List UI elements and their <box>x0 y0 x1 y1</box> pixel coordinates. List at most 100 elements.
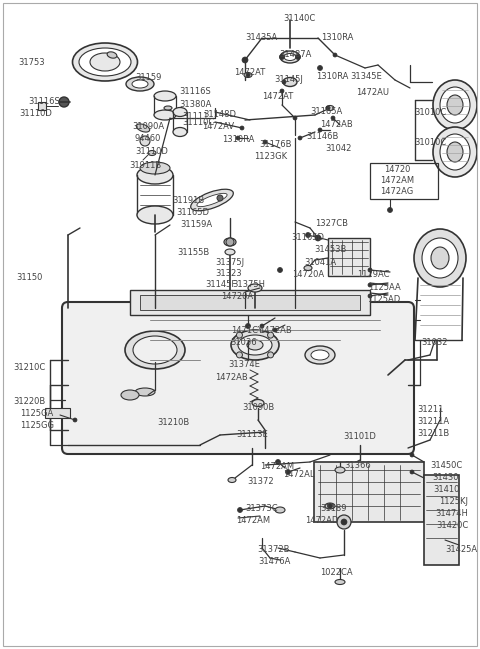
Circle shape <box>326 106 330 110</box>
Text: 31453B: 31453B <box>314 245 346 254</box>
Circle shape <box>282 80 286 84</box>
Text: 14720A: 14720A <box>221 292 253 301</box>
Text: 1472AM: 1472AM <box>260 462 294 471</box>
Ellipse shape <box>164 106 172 110</box>
Text: 31159: 31159 <box>135 73 161 82</box>
Text: 1472AB: 1472AB <box>259 326 291 335</box>
Ellipse shape <box>284 53 296 60</box>
Ellipse shape <box>191 190 233 211</box>
Circle shape <box>280 89 284 93</box>
Circle shape <box>273 328 277 332</box>
Text: 31101D: 31101D <box>344 432 376 441</box>
Ellipse shape <box>283 77 297 86</box>
Text: 94460: 94460 <box>135 134 161 143</box>
Circle shape <box>337 515 351 529</box>
Ellipse shape <box>137 206 173 224</box>
Text: 31010C: 31010C <box>414 138 446 147</box>
Circle shape <box>333 53 337 57</box>
Text: 31191B: 31191B <box>172 196 204 205</box>
Text: 31211B: 31211B <box>417 429 449 438</box>
Circle shape <box>217 195 223 201</box>
Ellipse shape <box>135 388 155 396</box>
Text: 31373C: 31373C <box>246 504 278 513</box>
Text: 31450C: 31450C <box>430 461 462 470</box>
Circle shape <box>318 128 322 132</box>
Ellipse shape <box>422 238 458 278</box>
Text: 1123GK: 1123GK <box>254 152 288 161</box>
Circle shape <box>279 55 285 60</box>
Text: 31323: 31323 <box>216 269 242 278</box>
Ellipse shape <box>275 507 285 513</box>
Circle shape <box>410 470 414 474</box>
Ellipse shape <box>136 124 150 132</box>
Ellipse shape <box>335 580 345 585</box>
Text: 31145F: 31145F <box>205 280 237 289</box>
Circle shape <box>368 268 372 272</box>
Ellipse shape <box>248 284 262 292</box>
Text: 14720A: 14720A <box>292 270 324 279</box>
Text: 1125GG: 1125GG <box>20 421 54 430</box>
Circle shape <box>236 136 240 140</box>
Ellipse shape <box>447 95 463 115</box>
Text: 1472AM: 1472AM <box>380 176 414 185</box>
Ellipse shape <box>126 77 154 91</box>
Circle shape <box>341 519 347 525</box>
Text: 31211A: 31211A <box>417 417 449 426</box>
Text: 31374E: 31374E <box>228 360 260 369</box>
Circle shape <box>246 73 250 77</box>
Ellipse shape <box>280 51 300 63</box>
Circle shape <box>315 235 321 241</box>
Text: 31090A: 31090A <box>132 122 164 131</box>
Text: 31146B: 31146B <box>306 132 338 141</box>
Circle shape <box>267 332 274 338</box>
Circle shape <box>140 136 150 146</box>
Text: 31165D: 31165D <box>291 233 324 242</box>
Text: 1472AM: 1472AM <box>236 516 270 525</box>
Text: 31165D: 31165D <box>177 208 209 217</box>
Text: 31145J: 31145J <box>275 75 303 84</box>
Text: 31430: 31430 <box>433 473 459 482</box>
Ellipse shape <box>133 336 177 364</box>
Ellipse shape <box>431 247 449 269</box>
Text: 1310RA: 1310RA <box>321 33 353 42</box>
Text: 31372: 31372 <box>248 477 274 486</box>
Ellipse shape <box>326 106 334 110</box>
Text: 1471CY: 1471CY <box>231 326 263 335</box>
Text: 1472AG: 1472AG <box>380 187 414 196</box>
Text: 31211: 31211 <box>417 405 443 414</box>
Text: 1472AD: 1472AD <box>305 516 339 525</box>
Text: 1472AB: 1472AB <box>215 373 247 382</box>
Ellipse shape <box>414 229 466 287</box>
Text: 31210B: 31210B <box>157 418 189 427</box>
Text: 31010C: 31010C <box>414 108 446 117</box>
Ellipse shape <box>197 193 227 206</box>
Text: 31113E: 31113E <box>236 430 268 439</box>
Text: 31176B: 31176B <box>260 140 292 149</box>
Ellipse shape <box>154 91 176 101</box>
Ellipse shape <box>440 134 470 170</box>
Text: 31032: 31032 <box>422 338 448 347</box>
Circle shape <box>387 208 393 212</box>
Circle shape <box>245 323 251 328</box>
Ellipse shape <box>252 400 264 406</box>
Text: 31042: 31042 <box>325 144 351 153</box>
Ellipse shape <box>440 87 470 123</box>
Text: 1022CA: 1022CA <box>320 568 352 577</box>
Text: 1472AT: 1472AT <box>234 68 265 77</box>
Text: 31111: 31111 <box>182 112 208 121</box>
Ellipse shape <box>154 110 176 120</box>
Text: 31148D: 31148D <box>204 110 237 119</box>
Text: 31210C: 31210C <box>13 363 45 372</box>
Circle shape <box>276 459 280 465</box>
Ellipse shape <box>244 73 252 77</box>
Bar <box>314 462 424 522</box>
Ellipse shape <box>231 330 279 360</box>
Text: 31753: 31753 <box>19 58 45 67</box>
Text: 1125KJ: 1125KJ <box>440 497 468 506</box>
Circle shape <box>331 116 335 120</box>
Circle shape <box>226 238 234 246</box>
Text: 1327CB: 1327CB <box>315 219 348 228</box>
Ellipse shape <box>148 151 156 156</box>
Bar <box>424 475 459 565</box>
Text: 31911B: 31911B <box>129 161 161 170</box>
